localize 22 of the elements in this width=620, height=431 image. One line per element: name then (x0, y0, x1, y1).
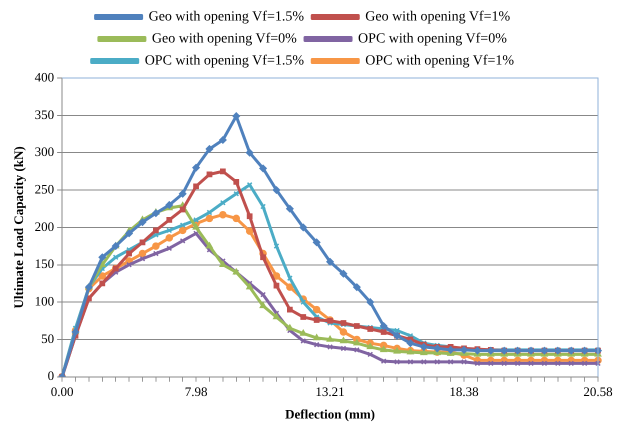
y-axis-title: Ultimate Load Capacity (kN) (11, 146, 26, 308)
y-tick-label: 300 (34, 144, 54, 160)
legend-label: OPC with opening Vf=1% (365, 54, 514, 69)
y-tick-label: 100 (34, 294, 54, 309)
legend-label: Geo with opening Vf=1.5% (148, 10, 304, 25)
x-tick-label: 20.58 (583, 384, 613, 400)
x-axis-title: Deflection (mm) (285, 406, 375, 422)
legend-label: OPC with opening Vf=0% (358, 32, 508, 47)
y-tick-label: 350 (34, 106, 54, 122)
y-tick-label: 200 (34, 218, 54, 234)
x-tick-label: 0.00 (50, 384, 74, 400)
legend-label: Geo with opening Vf=1% (365, 10, 510, 25)
x-tick-label: 18.38 (449, 384, 479, 400)
x-tick-label: 13.21 (315, 384, 345, 400)
y-tick-label: 250 (34, 181, 54, 196)
legend-label: Geo with opening Vf=0% (152, 32, 298, 47)
legend-label: OPC with opening Vf=1.5% (144, 54, 304, 69)
y-tick-label: 150 (34, 256, 54, 272)
y-tick-label: 50 (41, 330, 54, 346)
y-tick-label: 0 (48, 368, 54, 384)
x-tick-label: 7.98 (184, 384, 208, 400)
y-tick-label: 400 (34, 69, 54, 84)
